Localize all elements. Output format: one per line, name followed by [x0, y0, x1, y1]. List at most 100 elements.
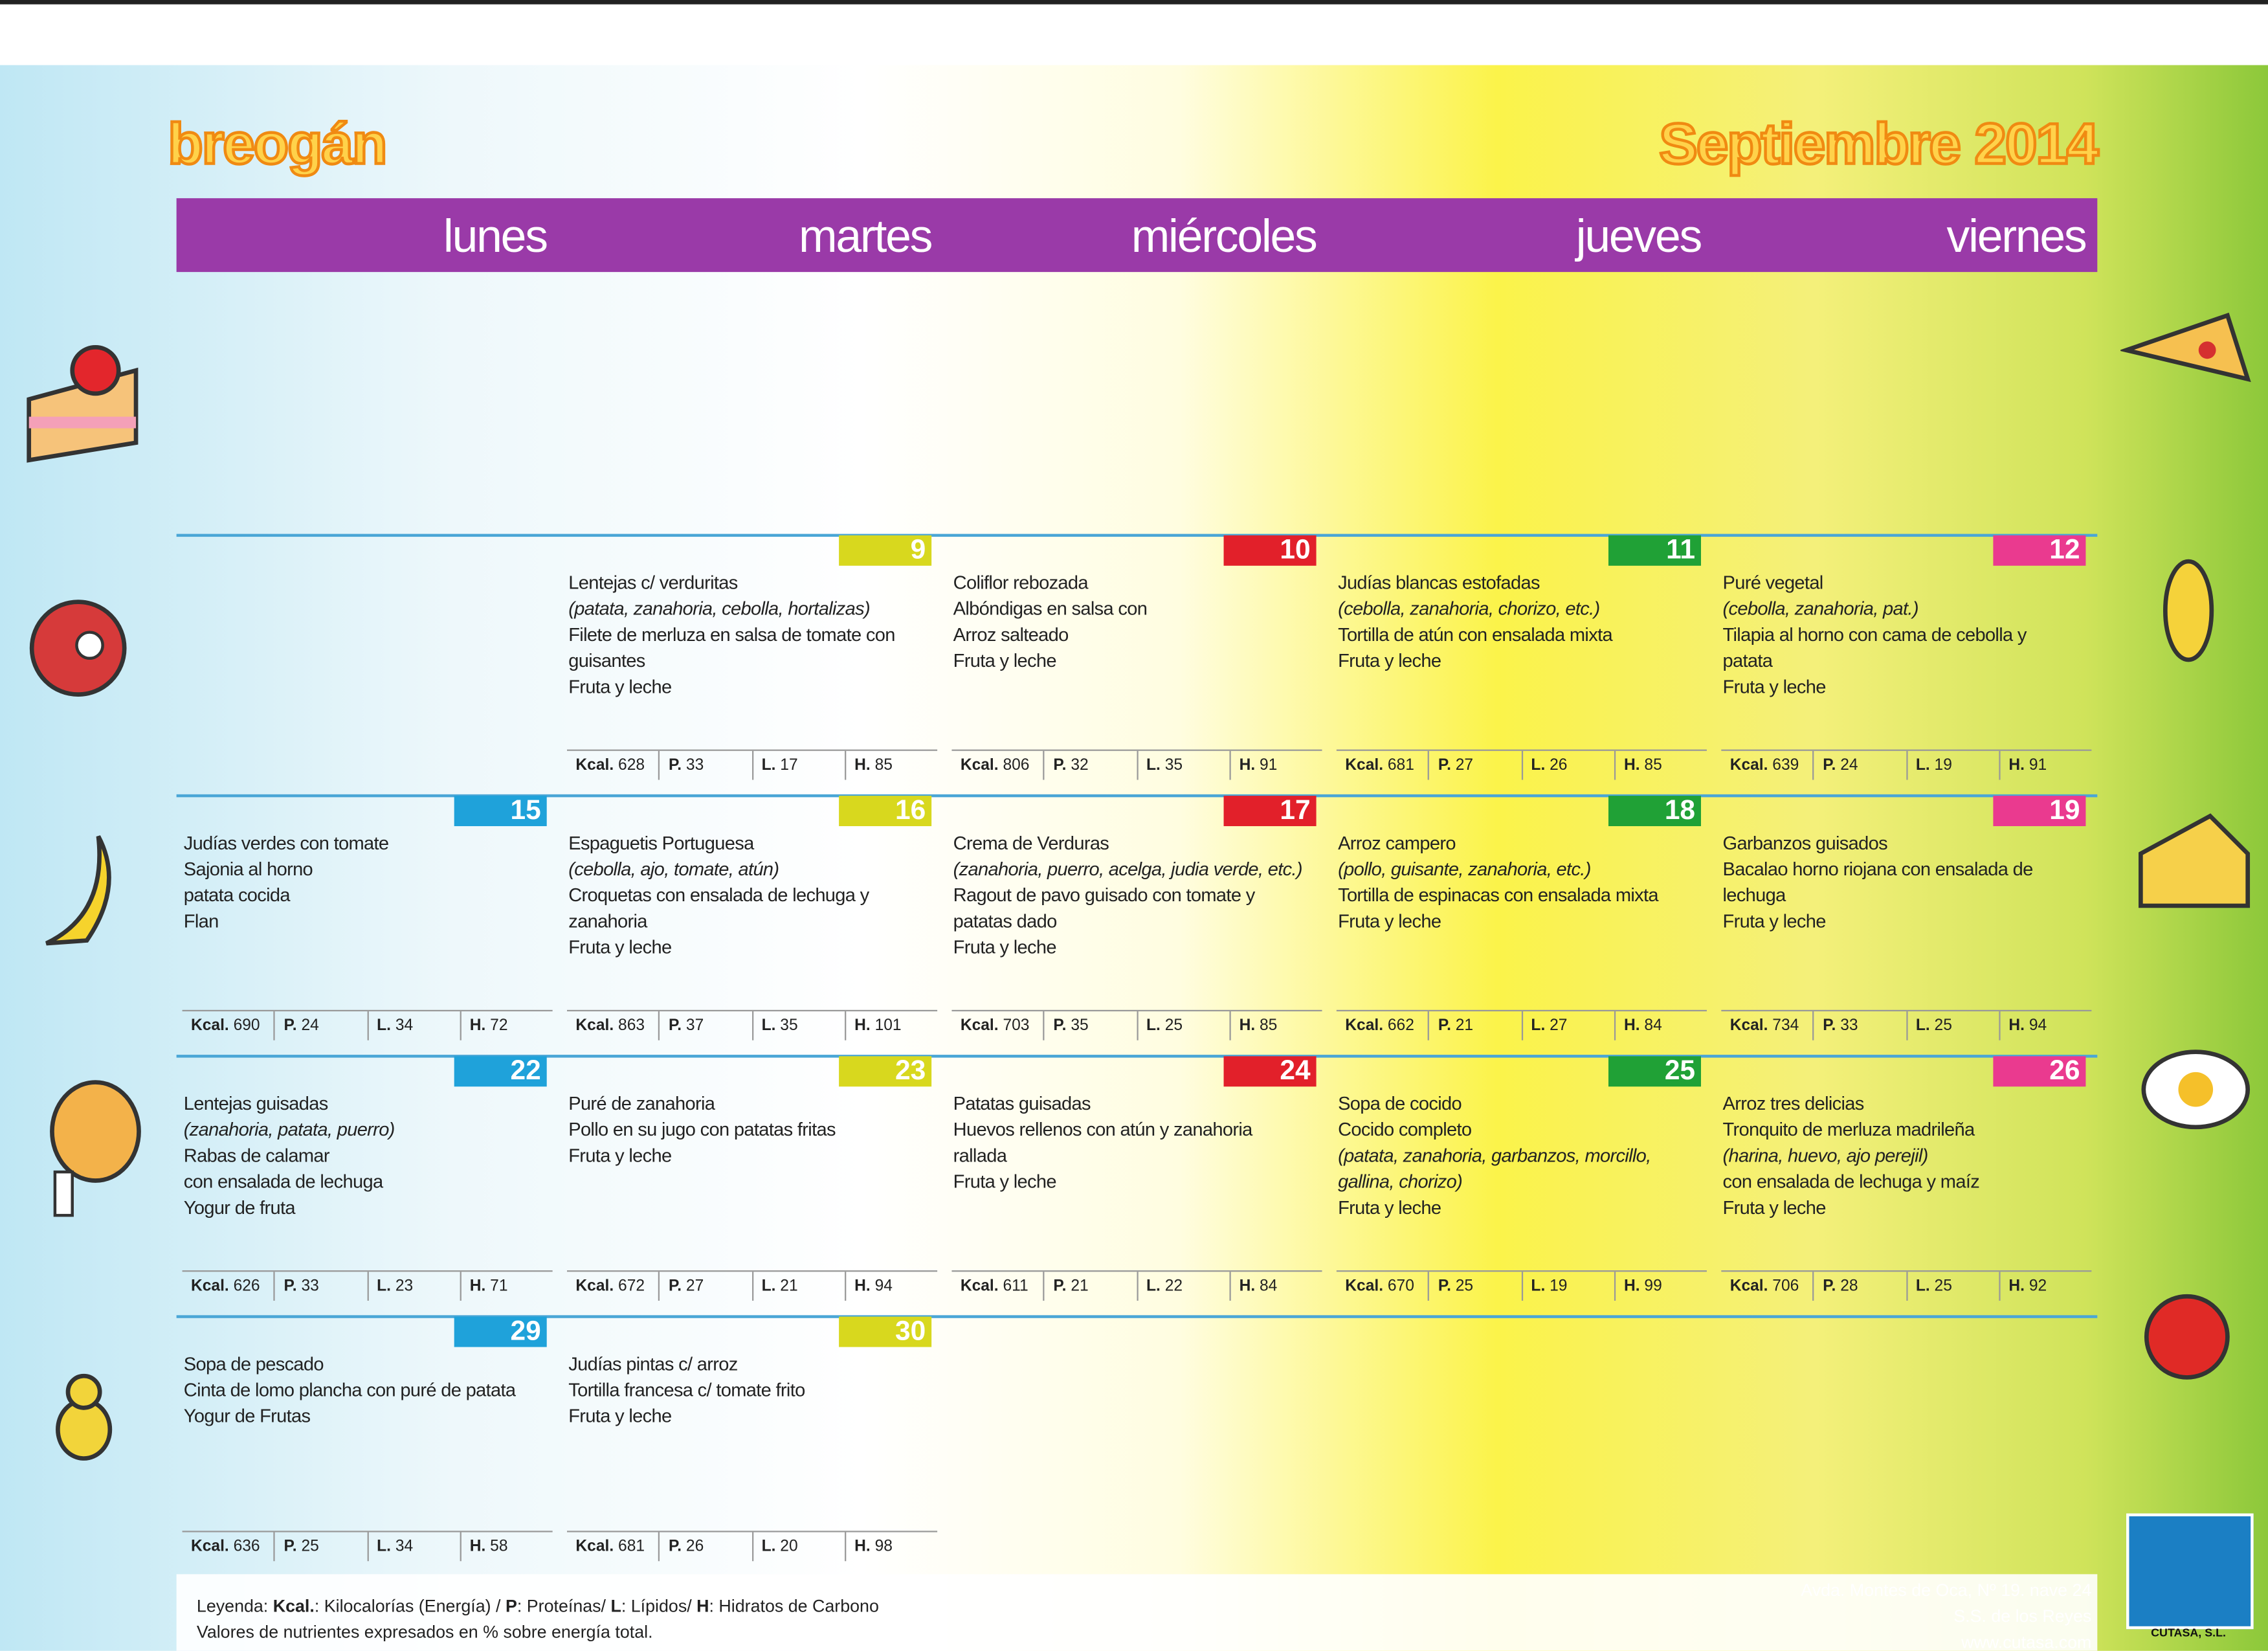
menu-lines: Garbanzos guisados Bacalao horno riojana … [1723, 831, 2078, 935]
nutrient-label: Kcal. [190, 1016, 229, 1035]
day-cell: 11 Judías blancas estofadas (cebolla, zana… [1331, 535, 1715, 796]
menu-line: Rabas de calamar [183, 1144, 330, 1167]
nutrient-label: P. [1438, 1277, 1451, 1296]
nutrient-value: 25 [1455, 1277, 1474, 1296]
day-cell: 19 Garbanzos guisados Bacalao horno riojan… [1715, 796, 2100, 1056]
weekday-header: lunes martes miércoles jueves viernes [176, 198, 2098, 273]
nutrient: L. 19 [1906, 750, 1999, 780]
menu-line: Judías verdes con tomate [183, 831, 389, 854]
nutrient-value: 85 [874, 756, 893, 774]
nutrient-label: P. [668, 1277, 682, 1296]
nutrient: H. 58 [460, 1532, 553, 1562]
month-title: Septiembre 2014 [1658, 111, 2100, 178]
menu-lines: Espaguetis Portuguesa (cebolla, ajo, toma… [568, 831, 923, 961]
nutrient-value: 94 [874, 1277, 893, 1296]
nutrient-label: L. [761, 1538, 776, 1556]
menu-lines: Sopa de pescado Cinta de lomo plancha con… [184, 1351, 539, 1430]
menu-line: Garbanzos guisados [1722, 831, 1888, 854]
nutrient-value: 863 [618, 1016, 645, 1035]
row-divider [176, 1315, 2098, 1318]
nutrient: P. 21 [1428, 1011, 1521, 1040]
legend-part: Kcal. [272, 1595, 315, 1617]
nutrient-row: Kcal. 681 P. 26 L. 20 H. 98 [567, 1531, 938, 1562]
nutrient-label: L. [377, 1538, 391, 1556]
menu-line: Sopa de pescado [183, 1353, 324, 1375]
nutrient-label: H. [2008, 1277, 2025, 1296]
nutrient-value: 25 [1164, 1016, 1183, 1035]
nutrient: Kcal. 626 [183, 1272, 274, 1301]
nutrient: H. 101 [844, 1011, 938, 1040]
nutrient-label: P. [284, 1538, 297, 1556]
menu-line: Cinta de lomo plancha con puré de patata [183, 1378, 516, 1401]
nutrient: L. 22 [1136, 1272, 1229, 1301]
menu-line: Fruta y leche [953, 649, 1057, 671]
menu-line: (patata, zanahoria, cebolla, hortalizas) [568, 597, 870, 620]
menu-lines: Judías verdes con tomate Sajonia al horno… [184, 831, 539, 935]
nutrient-value: 662 [1387, 1016, 1414, 1035]
nutrient-row: Kcal. 706 P. 28 L. 25 H. 92 [1721, 1270, 2092, 1301]
nutrient: L. 25 [1906, 1272, 1999, 1301]
menu-line: (zanahoria, patata, puerro) [183, 1118, 395, 1140]
nutrient-label: P. [284, 1016, 297, 1035]
nutrient: P. 26 [658, 1532, 751, 1562]
nutrient-label: H. [854, 1016, 871, 1035]
menu-line: Puré vegetal [1722, 571, 1824, 594]
nutrient: Kcal. 639 [1721, 751, 1812, 780]
nutrient-value: 672 [618, 1277, 645, 1296]
nutrient-row: Kcal. 806 P. 32 L. 35 H. 91 [951, 749, 1322, 780]
nutrient: P. 35 [1043, 1011, 1137, 1040]
nutrient-label: Kcal. [190, 1277, 229, 1296]
nutrient: L. 26 [1520, 750, 1614, 780]
address-line: www.cutasa.com [1961, 1632, 2092, 1651]
nutrient-value: 98 [874, 1538, 893, 1556]
menu-lines: Sopa de cocido Cocido completo (patata, za… [1338, 1091, 1693, 1221]
menu-line: Yogur de Frutas [183, 1404, 311, 1427]
nutrient: L. 27 [1520, 1011, 1614, 1040]
nutrient-value: 92 [2029, 1277, 2047, 1296]
nutrient-label: H. [1239, 1016, 1256, 1035]
nutrient: H. 85 [1614, 750, 1707, 780]
menu-line: Patatas guisadas [953, 1092, 1091, 1114]
legend-part: : Proteínas/ [517, 1595, 611, 1617]
nutrient: L. 21 [751, 1272, 845, 1301]
nutrient-label: Kcal. [960, 1277, 999, 1296]
nutrient-value: 24 [301, 1016, 319, 1035]
nutrient-value: 681 [1387, 756, 1414, 774]
nutrient: P. 25 [273, 1532, 367, 1562]
menu-line: Huevos rellenos con atún y zanahoria ral… [953, 1118, 1253, 1167]
meat-icon [29, 600, 127, 697]
nutrient-value: 33 [301, 1277, 319, 1296]
nutrient-row: Kcal. 662 P. 21 L. 27 H. 84 [1336, 1009, 1707, 1040]
day-number: 10 [1223, 535, 1317, 566]
nutrient: H. 99 [1614, 1272, 1707, 1301]
nutrient: P. 33 [658, 750, 751, 780]
nutrient-value: 99 [1644, 1277, 1662, 1296]
nutrient-label: P. [1823, 1277, 1836, 1296]
nutrient: P. 28 [1812, 1272, 1906, 1301]
day-cell: 23 Puré de zanahoria Pollo en su jugo con … [561, 1056, 946, 1316]
menu-line: Fruta y leche [953, 1170, 1057, 1193]
nutrient-value: 23 [395, 1277, 414, 1296]
nutrient-label: L. [377, 1277, 391, 1296]
nutrient: Kcal. 611 [951, 1272, 1043, 1301]
nutrient: Kcal. 703 [951, 1011, 1043, 1040]
nutrient-label: Kcal. [1729, 756, 1768, 774]
nutrient-label: L. [1146, 1277, 1161, 1296]
nutrient-label: L. [1915, 1016, 1930, 1035]
nutrient-value: 35 [1071, 1016, 1089, 1035]
day-cell: 22 Lentejas guisadas (zanahoria, patata, p… [177, 1056, 561, 1316]
weekday-name: martes [799, 210, 933, 262]
menu-line: (cebolla, zanahoria, chorizo, etc.) [1338, 597, 1600, 620]
nutrient-label: H. [854, 756, 871, 774]
row-divider [176, 533, 2098, 537]
nutrient-value: 806 [1003, 756, 1030, 774]
nutrient-label: L. [1915, 756, 1930, 774]
nutrient-value: 33 [1840, 1016, 1858, 1035]
nutrient: P. 25 [1428, 1272, 1521, 1301]
nutrient-row: Kcal. 628 P. 33 L. 17 H. 85 [567, 749, 938, 780]
nutrient: Kcal. 628 [567, 751, 658, 780]
nutrient: P. 24 [273, 1011, 367, 1040]
nutrient-label: Kcal. [575, 1538, 614, 1556]
nutrient: Kcal. 706 [1721, 1272, 1812, 1301]
chicken-icon [50, 1080, 141, 1217]
